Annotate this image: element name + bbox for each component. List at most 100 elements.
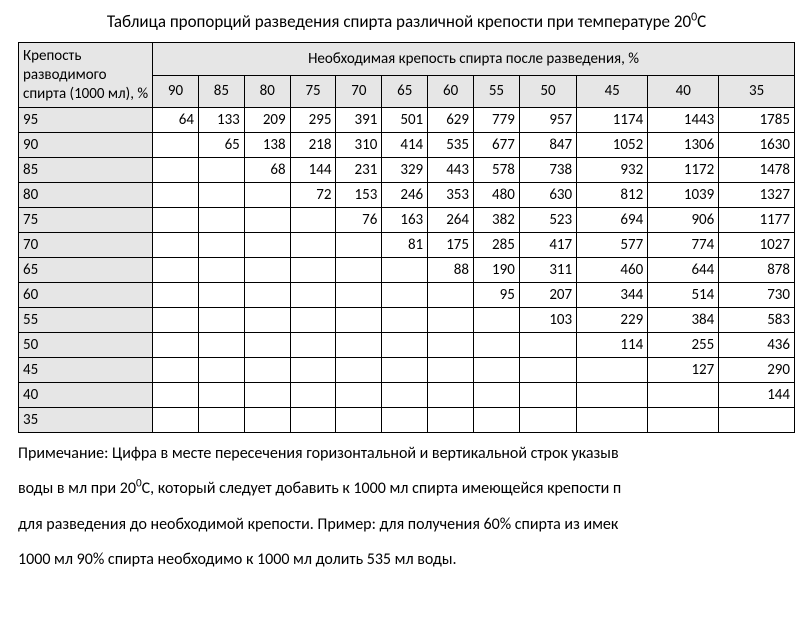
data-cell: 1785 [719,107,795,132]
data-cell: 1478 [719,157,795,182]
data-cell: 1039 [648,182,719,207]
data-cell: 344 [577,282,648,307]
data-cell: 76 [336,207,382,232]
data-cell: 436 [719,332,795,357]
data-cell: 1630 [719,132,795,157]
data-cell [198,207,244,232]
data-cell [577,382,648,407]
column-header: 75 [290,75,336,107]
data-cell: 229 [577,307,648,332]
data-cell: 523 [519,207,576,232]
data-cell: 218 [290,132,336,157]
data-cell [198,382,244,407]
data-cell [198,257,244,282]
data-cell: 88 [428,257,474,282]
data-cell: 677 [474,132,520,157]
data-cell [244,407,290,432]
data-cell [244,232,290,257]
table-row: 70811752854175777741027 [19,232,795,257]
data-cell [428,307,474,332]
column-header: 85 [198,75,244,107]
data-cell: 779 [474,107,520,132]
table-row: 9564133209295391501629779957117414431785 [19,107,795,132]
data-cell: 246 [382,182,428,207]
data-cell [519,332,576,357]
footnote-line: 1000 мл 90% спирта необходимо к 1000 мл … [18,545,795,575]
data-cell: 127 [648,357,719,382]
data-cell [719,407,795,432]
table-row: 40144 [19,382,795,407]
data-cell [336,257,382,282]
dilution-table: Крепость разводимого спирта (1000 мл), %… [18,42,795,432]
data-cell [290,382,336,407]
data-cell: 583 [719,307,795,332]
table-row: 6095207344514730 [19,282,795,307]
data-cell [577,357,648,382]
data-cell [153,257,199,282]
data-cell [474,382,520,407]
data-cell [244,182,290,207]
data-cell [290,207,336,232]
data-cell [428,407,474,432]
column-header: 90 [153,75,199,107]
data-cell [244,207,290,232]
table-row: 45127290 [19,357,795,382]
data-cell: 114 [577,332,648,357]
data-cell [382,332,428,357]
column-header: 45 [577,75,648,107]
data-cell [244,382,290,407]
data-cell [244,357,290,382]
data-cell: 144 [290,157,336,182]
data-cell [198,357,244,382]
data-cell: 694 [577,207,648,232]
footnote-line: Примечание: Цифра в месте пересечения го… [18,439,795,469]
data-cell [198,232,244,257]
data-cell: 535 [428,132,474,157]
data-cell: 847 [519,132,576,157]
row-label: 65 [19,257,153,282]
data-cell [336,357,382,382]
data-cell: 353 [428,182,474,207]
data-cell [428,282,474,307]
data-cell [382,257,428,282]
data-cell [153,232,199,257]
data-cell [198,407,244,432]
table-row: 807215324635348063081210391327 [19,182,795,207]
data-cell: 391 [336,107,382,132]
data-cell: 310 [336,132,382,157]
data-cell: 290 [719,357,795,382]
data-cell: 644 [648,257,719,282]
row-label: 90 [19,132,153,157]
data-cell [336,232,382,257]
data-cell [290,257,336,282]
data-cell: 906 [648,207,719,232]
data-cell: 738 [519,157,576,182]
column-header: 60 [428,75,474,107]
table-row: 6588190311460644878 [19,257,795,282]
data-cell [336,382,382,407]
data-cell: 774 [648,232,719,257]
data-cell: 255 [648,332,719,357]
data-cell: 190 [474,257,520,282]
row-label: 35 [19,407,153,432]
data-cell: 163 [382,207,428,232]
data-cell: 630 [519,182,576,207]
data-cell [336,282,382,307]
data-cell: 264 [428,207,474,232]
column-header: 80 [244,75,290,107]
data-cell [153,382,199,407]
column-header: 50 [519,75,576,107]
data-cell: 730 [719,282,795,307]
data-cell [153,407,199,432]
data-cell [428,382,474,407]
data-cell: 1027 [719,232,795,257]
row-label: 60 [19,282,153,307]
data-cell: 138 [244,132,290,157]
row-label: 50 [19,332,153,357]
footnote-line: для разведения до необходимой крепости. … [18,510,795,540]
footnote: Примечание: Цифра в месте пересечения го… [18,439,795,575]
data-cell [577,407,648,432]
data-cell [290,282,336,307]
data-cell [198,182,244,207]
column-group-label: Необходимая крепость спирта после развед… [153,43,795,75]
